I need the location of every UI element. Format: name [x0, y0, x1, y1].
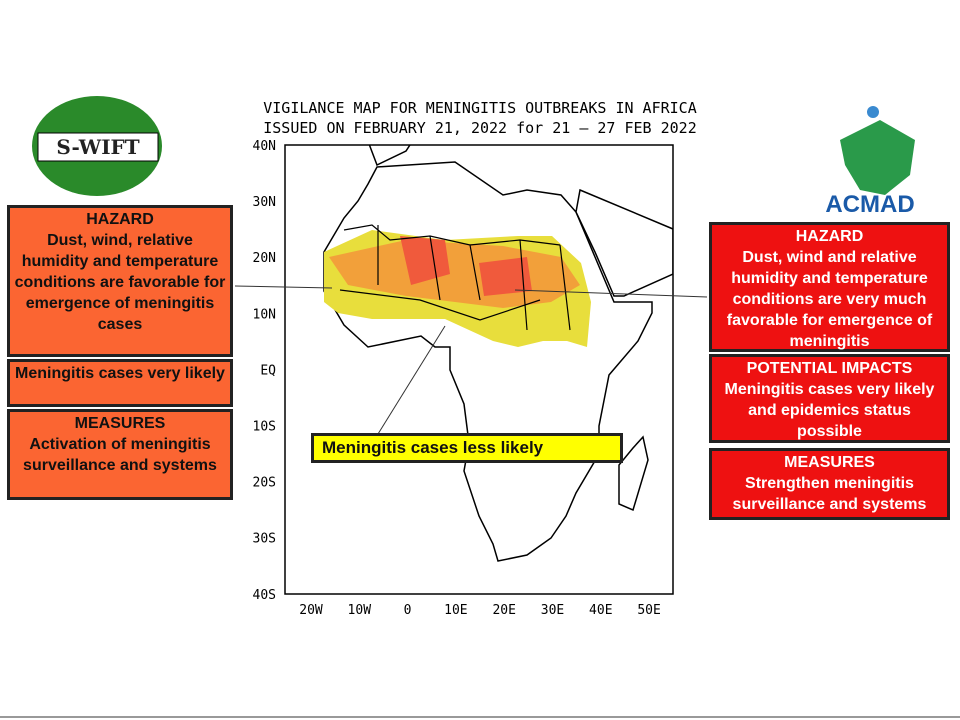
- title: VIGILANCE MAP FOR MENINGITIS OUTBREAKS I…: [263, 99, 696, 117]
- lat-label: 20S: [253, 476, 276, 491]
- pointer: [514, 289, 708, 298]
- right-logo: [840, 120, 915, 195]
- lat-label: 30S: [253, 532, 276, 547]
- text: Strengthen meningitis surveillance and s…: [732, 475, 927, 513]
- lat-label: EQ: [260, 363, 276, 378]
- logo-text: S-WIFT: [56, 135, 139, 159]
- heading: HAZARD: [795, 228, 864, 245]
- hazard-box: HAZARD Dust, wind, relative humidity and …: [7, 205, 233, 357]
- impact-box: Meningitis cases very likely: [7, 359, 233, 407]
- lon-label: 20W: [299, 603, 323, 618]
- lat-label: 40N: [253, 139, 276, 154]
- text: Dust, wind and relative humidity and tem…: [726, 249, 933, 350]
- divider: [0, 716, 960, 718]
- measures-box: MEASURES Strengthen meningitis surveillan…: [709, 448, 950, 520]
- text: Dust, wind, relative humidity and temper…: [14, 232, 226, 333]
- heading: POTENTIAL IMPACTS: [746, 360, 913, 377]
- lat-label: 30N: [253, 195, 276, 210]
- lon-label: 10W: [348, 603, 372, 618]
- title: ISSUED ON FEBRUARY 21, 2022 for 21 – 27 …: [263, 119, 696, 137]
- logo-text: ACMAD: [825, 191, 914, 218]
- heading: HAZARD: [86, 211, 154, 228]
- lon-label: 10E: [444, 603, 467, 618]
- lat-label: 20N: [253, 251, 276, 266]
- pointer: [234, 285, 333, 289]
- map-frame: [284, 144, 674, 595]
- lat-label: 10S: [253, 420, 276, 435]
- lat-label: 40S: [253, 588, 276, 603]
- heading: MEASURES: [74, 415, 166, 432]
- lon-label: 0: [404, 603, 412, 618]
- measures-box: MEASURES Activation of meningitis surveil…: [7, 409, 233, 500]
- lon-label: 20E: [492, 603, 515, 618]
- heading: MEASURES: [784, 454, 875, 471]
- right-logo: [867, 106, 879, 118]
- lat-label: 10N: [253, 307, 276, 322]
- hazard-box: HAZARD Dust, wind and relative humidity a…: [709, 222, 950, 352]
- annotation: Meningitis cases less likely: [311, 433, 623, 463]
- lon-label: 40E: [589, 603, 612, 618]
- left-logo: [37, 132, 159, 162]
- text: Activation of meningitis surveillance an…: [23, 436, 217, 474]
- lon-label: 30E: [541, 603, 564, 618]
- lon-label: 50E: [637, 603, 660, 618]
- map: [323, 145, 673, 562]
- text: Meningitis cases very likely: [15, 365, 225, 382]
- pointer: [377, 325, 446, 435]
- impact-box: POTENTIAL IMPACTS Meningitis cases very l…: [709, 354, 950, 443]
- text: Meningitis cases very likely and epidemi…: [724, 381, 935, 440]
